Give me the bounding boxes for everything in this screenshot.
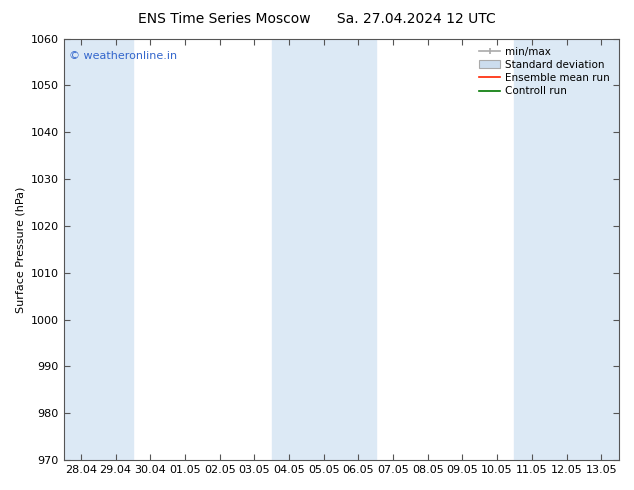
Bar <box>271 39 376 460</box>
Bar <box>63 39 133 460</box>
Text: ENS Time Series Moscow      Sa. 27.04.2024 12 UTC: ENS Time Series Moscow Sa. 27.04.2024 12… <box>138 12 496 26</box>
Legend: min/max, Standard deviation, Ensemble mean run, Controll run: min/max, Standard deviation, Ensemble me… <box>476 44 613 99</box>
Text: © weatheronline.in: © weatheronline.in <box>69 51 178 61</box>
Bar <box>514 39 619 460</box>
Y-axis label: Surface Pressure (hPa): Surface Pressure (hPa) <box>15 186 25 313</box>
